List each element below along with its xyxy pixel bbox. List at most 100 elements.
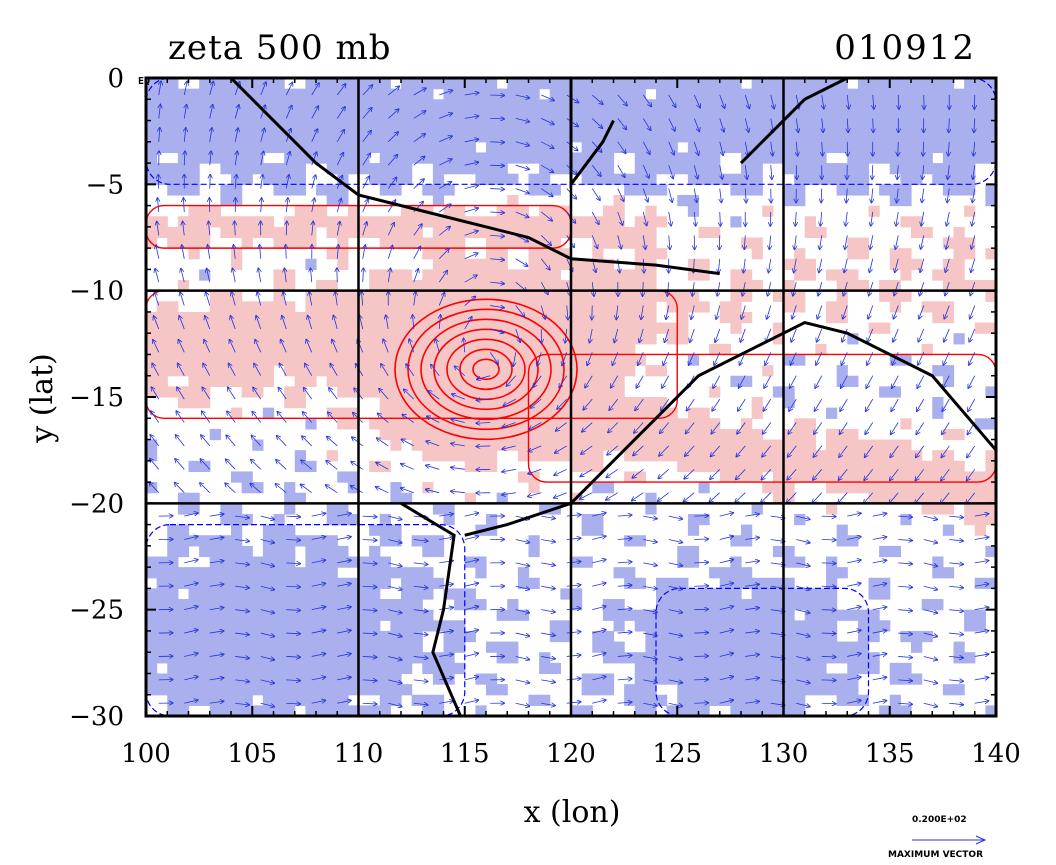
field-cell [592,311,604,324]
field-cell [847,99,859,111]
field-cell [836,131,848,143]
field-cell [464,365,476,377]
field-cell [231,184,243,196]
field-cell [337,630,349,643]
field-cell [741,163,753,175]
field-cell [932,163,944,175]
field-cell [719,301,731,313]
field-cell [316,599,328,611]
field-cell [507,397,519,409]
wind-vector [413,586,428,588]
field-cell [953,460,965,473]
field-cell [209,216,221,228]
field-cell [879,120,891,132]
wind-vector [540,305,545,319]
field-cell [741,269,753,281]
field-cell [847,269,859,281]
wind-vector [872,607,887,610]
field-cell [305,609,317,621]
wind-vector [311,630,326,634]
field-cell [602,163,615,175]
field-cell [794,705,806,716]
field-cell [432,269,445,281]
field-cell [401,418,413,430]
field-cell [815,109,827,122]
field-cell [252,599,264,611]
wind-vector [156,245,160,259]
wind-vector [234,221,235,236]
field-cell [730,662,742,675]
field-cell [942,88,955,100]
field-cell [539,280,551,292]
field-cell [804,684,816,696]
wind-vector [253,387,262,400]
wind-vector [179,316,185,330]
field-cell [634,471,646,483]
field-cell [411,226,423,239]
field-cell [199,365,211,377]
field-cell [741,630,753,643]
wind-vector [150,435,160,447]
field-cell [156,620,168,632]
field-cell [985,545,996,558]
field-cell [560,354,572,366]
field-cell [146,109,158,122]
field-cell [231,290,243,302]
field-cell [836,269,848,281]
wind-vector [642,141,650,154]
field-cell [857,78,870,90]
field-cell [571,450,583,462]
field-cell [772,599,785,611]
field-cell [687,694,700,706]
field-cell [379,109,391,122]
field-cell [624,120,636,132]
field-cell [337,99,349,111]
field-cell [422,450,434,462]
wind-vector [685,445,695,456]
field-cell [836,482,848,494]
field-cell [209,609,221,621]
field-cell [836,173,848,185]
field-cell [921,152,933,164]
field-cell [932,567,944,579]
field-cell [507,599,519,611]
field-cell [454,450,466,462]
field-cell [347,120,360,132]
field-cell [847,428,859,441]
field-cell [985,418,996,430]
field-cell [687,556,700,568]
x-tick-label: 140 [971,739,1021,769]
field-cell [730,684,742,696]
wind-vector [839,445,848,457]
field-cell [294,641,306,653]
field-cell [220,588,232,600]
wind-vector [720,188,722,203]
field-cell [741,577,753,589]
wind-vector [617,164,625,177]
wind-vector [184,630,198,634]
wind-vector [591,94,603,104]
field-cell [422,152,434,164]
wind-vector [351,462,363,470]
field-cell [294,322,306,334]
field-cell [411,205,423,217]
field-cell [316,88,328,100]
field-cell [231,163,243,175]
field-cell [337,141,349,154]
field-cell [602,88,615,100]
field-cell [921,492,933,504]
field-cell [454,311,466,324]
field-cell [199,630,211,643]
field-cell [762,439,774,451]
wind-vector [917,398,925,411]
field-cell [539,120,551,132]
wind-vector [617,141,626,154]
field-cell [730,131,742,143]
field-cell [539,163,551,175]
field-cell [666,450,678,462]
field-cell [231,141,243,154]
field-cell [326,194,338,207]
field-cell [613,269,625,281]
field-cell [337,471,349,483]
field-cell [507,322,519,334]
